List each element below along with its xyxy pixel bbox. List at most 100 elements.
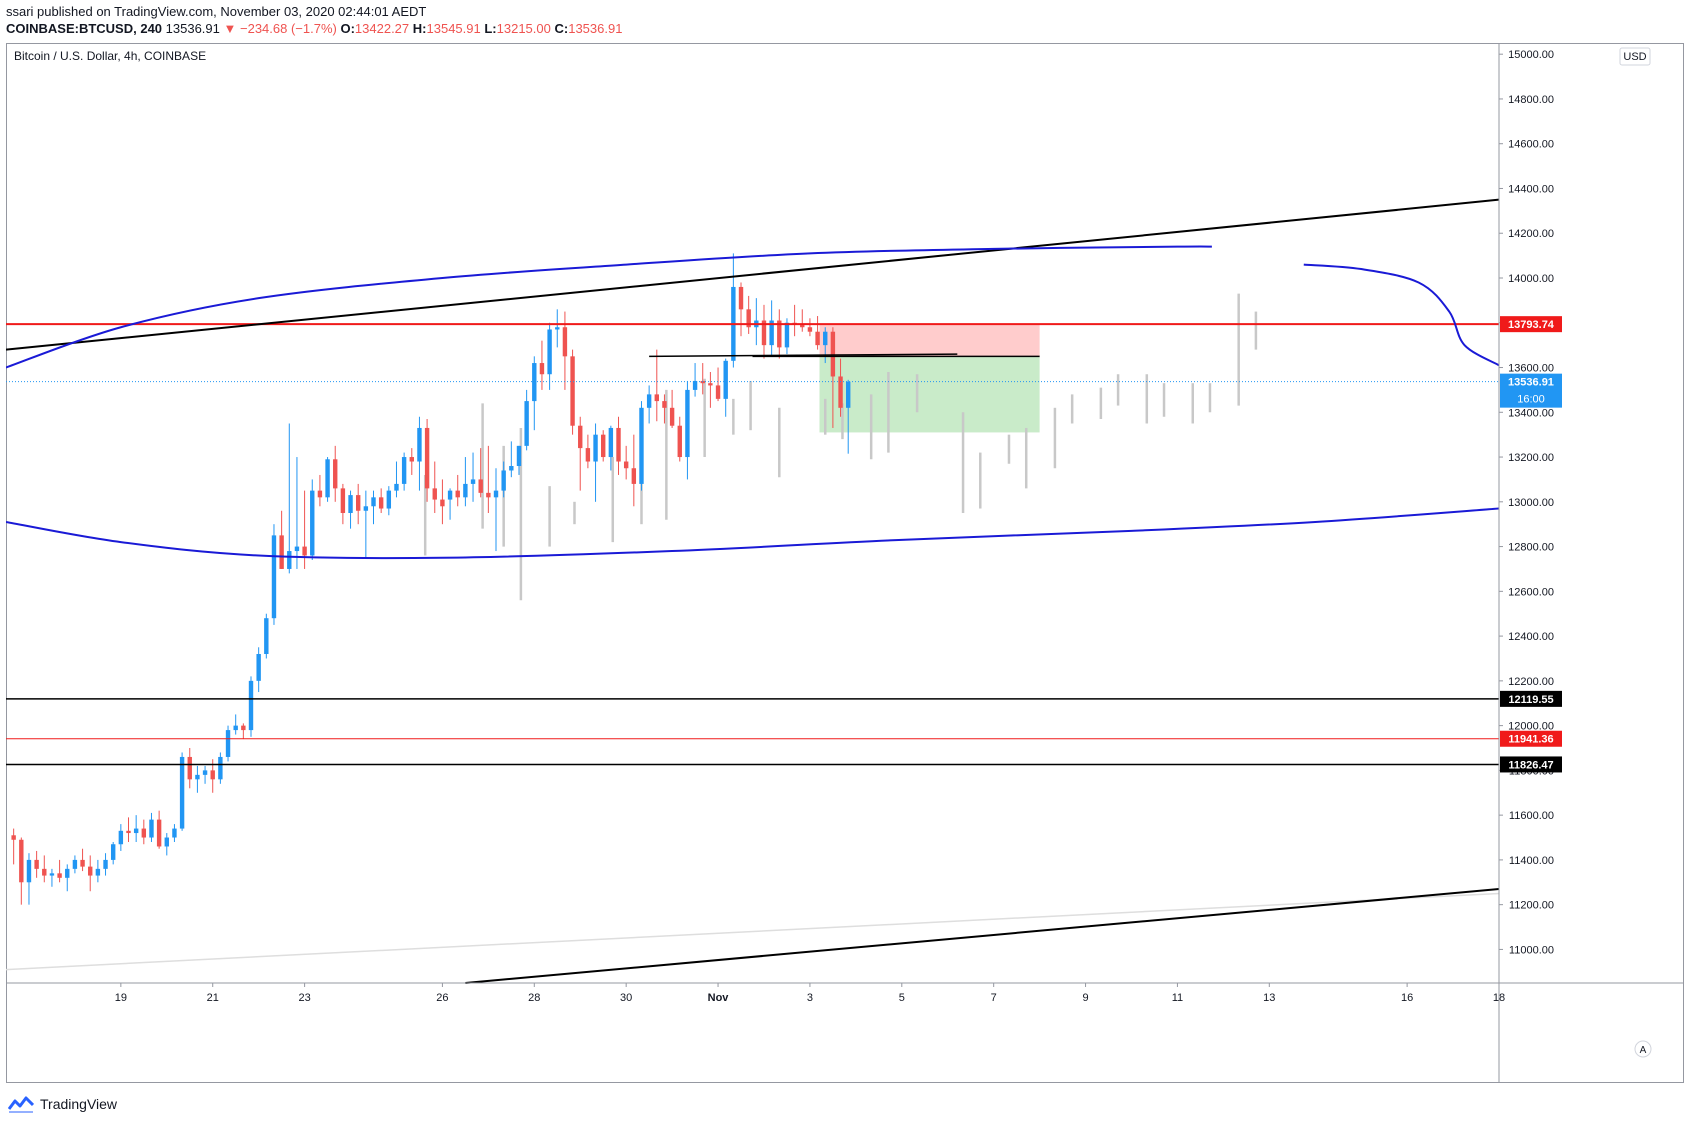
auto-scale-button[interactable] — [1634, 1040, 1652, 1058]
candle-body — [838, 376, 843, 408]
candle-body — [141, 828, 147, 838]
candle-body — [685, 389, 690, 458]
price-tick-label: 12200.00 — [1508, 676, 1554, 688]
faint-trend-line — [6, 892, 1500, 971]
candle-body — [149, 819, 154, 838]
drawn-curve — [6, 507, 1500, 560]
chart-title: Bitcoin / U.S. Dollar, 4h, COINBASE — [14, 49, 206, 63]
candle-body — [470, 479, 476, 484]
time-tick-label: 9 — [1082, 992, 1088, 1004]
candle-body — [287, 551, 292, 569]
price-tick-label: 14200.00 — [1508, 228, 1554, 240]
candle-body — [417, 427, 422, 462]
trend-line — [649, 353, 958, 358]
candle-body — [179, 756, 185, 829]
open-value: 13422.27 — [354, 21, 410, 36]
symbol-label: COINBASE:BTCUSD, 240 — [6, 21, 163, 36]
candle-body — [631, 468, 637, 484]
candle-body — [555, 327, 560, 330]
level-label-bg — [1500, 316, 1562, 333]
candle-body — [516, 445, 522, 466]
price-tick-label: 12400.00 — [1508, 631, 1554, 643]
time-tick-label: 19 — [115, 992, 127, 1004]
time-tick-label: 18 — [1493, 992, 1505, 1004]
candle-body — [692, 380, 698, 390]
drawn-curve — [1303, 263, 1500, 367]
candle-body — [623, 461, 629, 469]
candle-body — [738, 286, 744, 310]
candle-body — [455, 490, 460, 498]
level-label-bg — [1500, 756, 1562, 773]
take-profit-zone — [819, 356, 1040, 433]
candle-body — [715, 385, 721, 399]
candle-body — [95, 868, 101, 876]
price-chart[interactable]: 11000.0011200.0011400.0011600.0011800.00… — [6, 43, 1684, 1083]
level-label: 11941.36 — [1508, 734, 1553, 746]
candle-body — [662, 401, 667, 408]
candle-body — [616, 427, 621, 462]
time-tick-label: 7 — [991, 992, 997, 1004]
candle-body — [248, 680, 254, 731]
candle-body — [570, 356, 575, 426]
candle-body — [593, 434, 598, 462]
candle-body — [378, 497, 384, 509]
candle-body — [846, 381, 851, 408]
candle-body — [478, 479, 483, 493]
candle-body — [202, 770, 208, 775]
chart-header: ssari published on TradingView.com, Nove… — [6, 3, 1676, 41]
high-value: 13545.91 — [426, 21, 481, 36]
candle-body — [800, 325, 805, 328]
candle-body — [708, 383, 713, 386]
candle-body — [80, 859, 85, 867]
candle-body — [233, 725, 238, 731]
time-tick-label: 21 — [207, 992, 219, 1004]
high-label: H: — [412, 21, 427, 36]
candle-body — [424, 427, 430, 489]
candle-body — [317, 490, 323, 498]
candle-body — [264, 618, 269, 654]
candle-body — [279, 535, 284, 569]
currency-label: USD — [1623, 51, 1646, 63]
candle-body — [830, 331, 836, 377]
candle-body — [524, 401, 529, 446]
currency-badge — [1619, 47, 1651, 66]
price-change: ▼ −234.68 (−1.7%) — [223, 21, 337, 36]
low-value: 13215.00 — [496, 21, 551, 36]
candle-body — [401, 457, 407, 484]
candle-body — [103, 859, 108, 869]
price-tick-label: 11000.00 — [1509, 944, 1554, 956]
price-tick-label: 13600.00 — [1508, 363, 1554, 375]
candle-body — [26, 859, 32, 883]
drawn-curve — [6, 245, 1212, 369]
candle-body — [65, 868, 70, 878]
level-label: 11826.47 — [1508, 759, 1553, 771]
candle-body — [386, 490, 392, 509]
candle-body — [440, 499, 445, 507]
candle-body — [409, 457, 414, 462]
candle-body — [669, 407, 675, 426]
level-label: 13793.74 — [1508, 319, 1555, 331]
price-tick-label: 15000.00 — [1508, 49, 1554, 61]
candle-body — [57, 873, 62, 878]
tradingview-logo-icon — [8, 1096, 34, 1113]
stop-loss-zone — [819, 325, 1040, 357]
price-tick-label: 14800.00 — [1508, 94, 1554, 106]
position-zones — [819, 325, 1040, 433]
price-tick-label: 11600.00 — [1509, 810, 1554, 822]
candle-body — [539, 363, 545, 375]
publish-info: ssari published on TradingView.com, Nove… — [6, 4, 427, 19]
candle-body — [601, 434, 606, 458]
candle-body — [195, 774, 200, 780]
time-tick-label: Nov — [708, 992, 730, 1004]
candle-body — [49, 873, 55, 876]
candle-body — [784, 322, 790, 348]
candle-body — [340, 488, 346, 513]
candle-body — [126, 830, 131, 834]
candle-body — [363, 506, 369, 511]
candle-body — [348, 495, 353, 513]
close-value: 13536.91 — [568, 21, 623, 36]
candle-body — [654, 394, 659, 402]
close-label: C: — [554, 21, 569, 36]
candle-body — [646, 394, 652, 408]
candle-body — [501, 470, 506, 491]
